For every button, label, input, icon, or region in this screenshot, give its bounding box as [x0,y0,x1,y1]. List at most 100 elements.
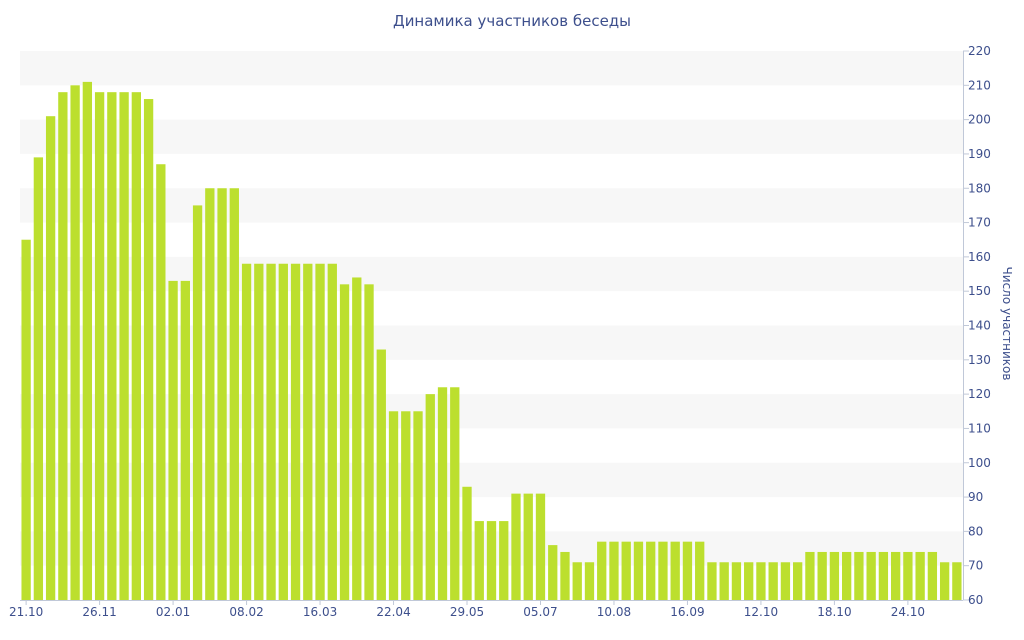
bar[interactable] [339,284,350,600]
bar[interactable] [560,551,570,600]
bar[interactable] [107,92,117,601]
bar[interactable] [58,92,68,601]
bar[interactable] [621,541,631,600]
grid-band [20,119,963,154]
y-tick-label: 100 [968,456,991,470]
bar[interactable] [499,521,509,600]
bar[interactable] [254,263,264,600]
y-tick-label: 110 [968,421,991,435]
y-tick-label: 220 [968,44,991,58]
bar[interactable] [952,562,962,600]
bar[interactable] [290,263,301,600]
y-tick-label: 190 [968,147,991,161]
bar[interactable] [866,551,876,600]
bar[interactable] [719,562,729,600]
bar[interactable] [939,562,950,600]
bar[interactable] [633,541,644,600]
y-tick-label: 60 [968,593,983,607]
x-tick-label: 26.11 [82,605,116,619]
bar[interactable] [364,284,374,600]
bar[interactable] [646,541,656,600]
y-axis: 60 70 80 90 100 110 120 130 140 150 160 170 180 190 20… [963,44,991,607]
bar[interactable] [670,541,680,600]
bar[interactable] [768,562,778,600]
x-tick-label: 24.10 [891,605,925,619]
bar[interactable] [413,411,423,600]
bar[interactable] [70,85,80,600]
bar[interactable] [511,493,521,600]
bar[interactable] [486,521,497,600]
bar[interactable] [707,562,717,600]
bar[interactable] [927,551,938,600]
bar[interactable] [119,92,129,601]
bar[interactable] [523,493,533,600]
x-tick-label: 16.03 [303,605,337,619]
bar[interactable] [143,99,154,600]
bar[interactable] [82,81,93,601]
bar[interactable] [695,541,705,600]
bar[interactable] [425,394,435,600]
bar[interactable] [903,551,913,600]
y-tick-label: 130 [968,353,991,367]
bar[interactable] [315,263,325,600]
y-tick-label: 70 [968,559,983,573]
x-tick-label: 02.01 [156,605,190,619]
bar[interactable] [793,562,803,600]
bar[interactable] [376,349,386,600]
y-tick-label: 80 [968,524,983,538]
x-tick-label: 10.08 [597,605,631,619]
bar[interactable] [462,486,472,600]
bar[interactable] [842,551,852,600]
bar[interactable] [731,562,742,600]
bar[interactable] [205,188,215,600]
bar[interactable] [327,263,337,600]
bar[interactable] [217,188,227,600]
bar[interactable] [156,164,166,600]
bar[interactable] [780,562,791,600]
bar[interactable] [744,562,754,600]
bar[interactable] [192,205,203,600]
x-axis: 21.10 26.11 02.01 08.02 16.03 22.04 29.05 05.07… [9,600,963,619]
bar[interactable] [94,92,105,601]
bar[interactable] [817,551,827,600]
bar[interactable] [854,551,864,600]
bar[interactable] [890,551,901,600]
bar[interactable] [915,551,925,600]
bar[interactable] [21,239,31,600]
bar[interactable] [266,263,276,600]
bar[interactable] [352,277,362,600]
bar[interactable] [278,263,288,600]
x-tick-label: 12.10 [744,605,778,619]
bar[interactable] [609,541,619,600]
bar[interactable] [401,411,411,600]
y-tick-label: 140 [968,319,991,333]
bar[interactable] [756,562,766,600]
bar[interactable] [241,263,252,600]
bar[interactable] [535,493,546,600]
bar[interactable] [805,551,815,600]
bar[interactable] [450,387,460,600]
chart-title: Динамика участников беседы [392,12,632,30]
bar[interactable] [131,92,141,601]
bar[interactable] [572,562,582,600]
bar[interactable] [388,411,399,600]
bar[interactable] [548,545,558,600]
bar[interactable] [584,562,595,600]
bar[interactable] [45,116,56,600]
bar[interactable] [829,551,840,600]
bar[interactable] [180,280,190,600]
y-tick-label: 170 [968,216,991,230]
bar[interactable] [229,188,239,600]
bar[interactable] [33,157,44,600]
bar[interactable] [168,280,178,600]
bar[interactable] [878,551,889,600]
bar[interactable] [682,541,693,600]
grid-band [20,51,963,86]
bar[interactable] [303,263,313,600]
bar[interactable] [437,387,448,600]
bar[interactable] [597,541,607,600]
x-tick-label: 29.05 [450,605,484,619]
y-axis-title: Число участников [1000,267,1014,381]
bar[interactable] [474,521,484,600]
bar[interactable] [658,541,668,600]
